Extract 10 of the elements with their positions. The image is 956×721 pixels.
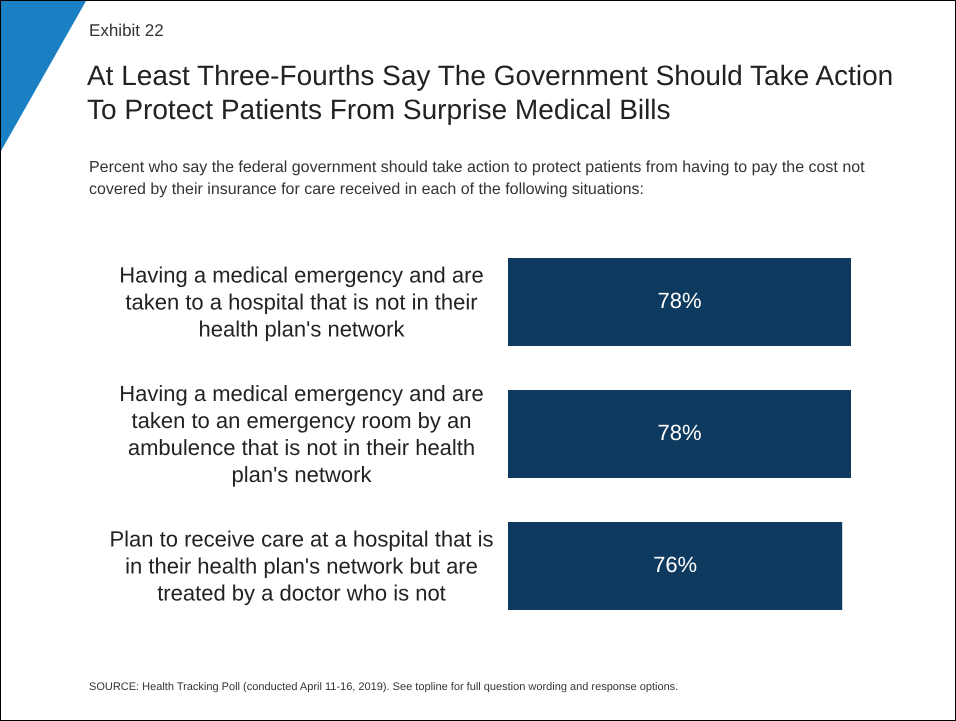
- y-tick-label: Having a medical emergency and are taken to an emergency room by an ambulence that is not in their health plan's network: [118, 380, 485, 488]
- source-note: SOURCE: Health Tracking Poll (conducted April 11-16, 2019). See topline for full question wording and response options.: [89, 681, 678, 693]
- data-label: 78%: [657, 420, 702, 446]
- text: Exhibit 22: [89, 21, 164, 41]
- data-label: 76%: [653, 552, 698, 578]
- y-tick-label: Having a medical emergency and are taken to a hospital that is not in their health plan's network: [118, 262, 485, 342]
- chart-subtitle: Percent who say the federal government should take action to protect patients from having to pay the cost not covered by their insurance for care received in each of the following situations:: [89, 158, 866, 200]
- data-label: 78%: [657, 288, 702, 314]
- chart-title: At Least Three-Fourths Say The Government Should Take Action To Protect Patients From Surprise Medical Bills: [87, 59, 894, 127]
- y-tick-label: Plan to receive care at a hospital that is in their health plan's network but are treated by a doctor who is not: [109, 526, 494, 606]
